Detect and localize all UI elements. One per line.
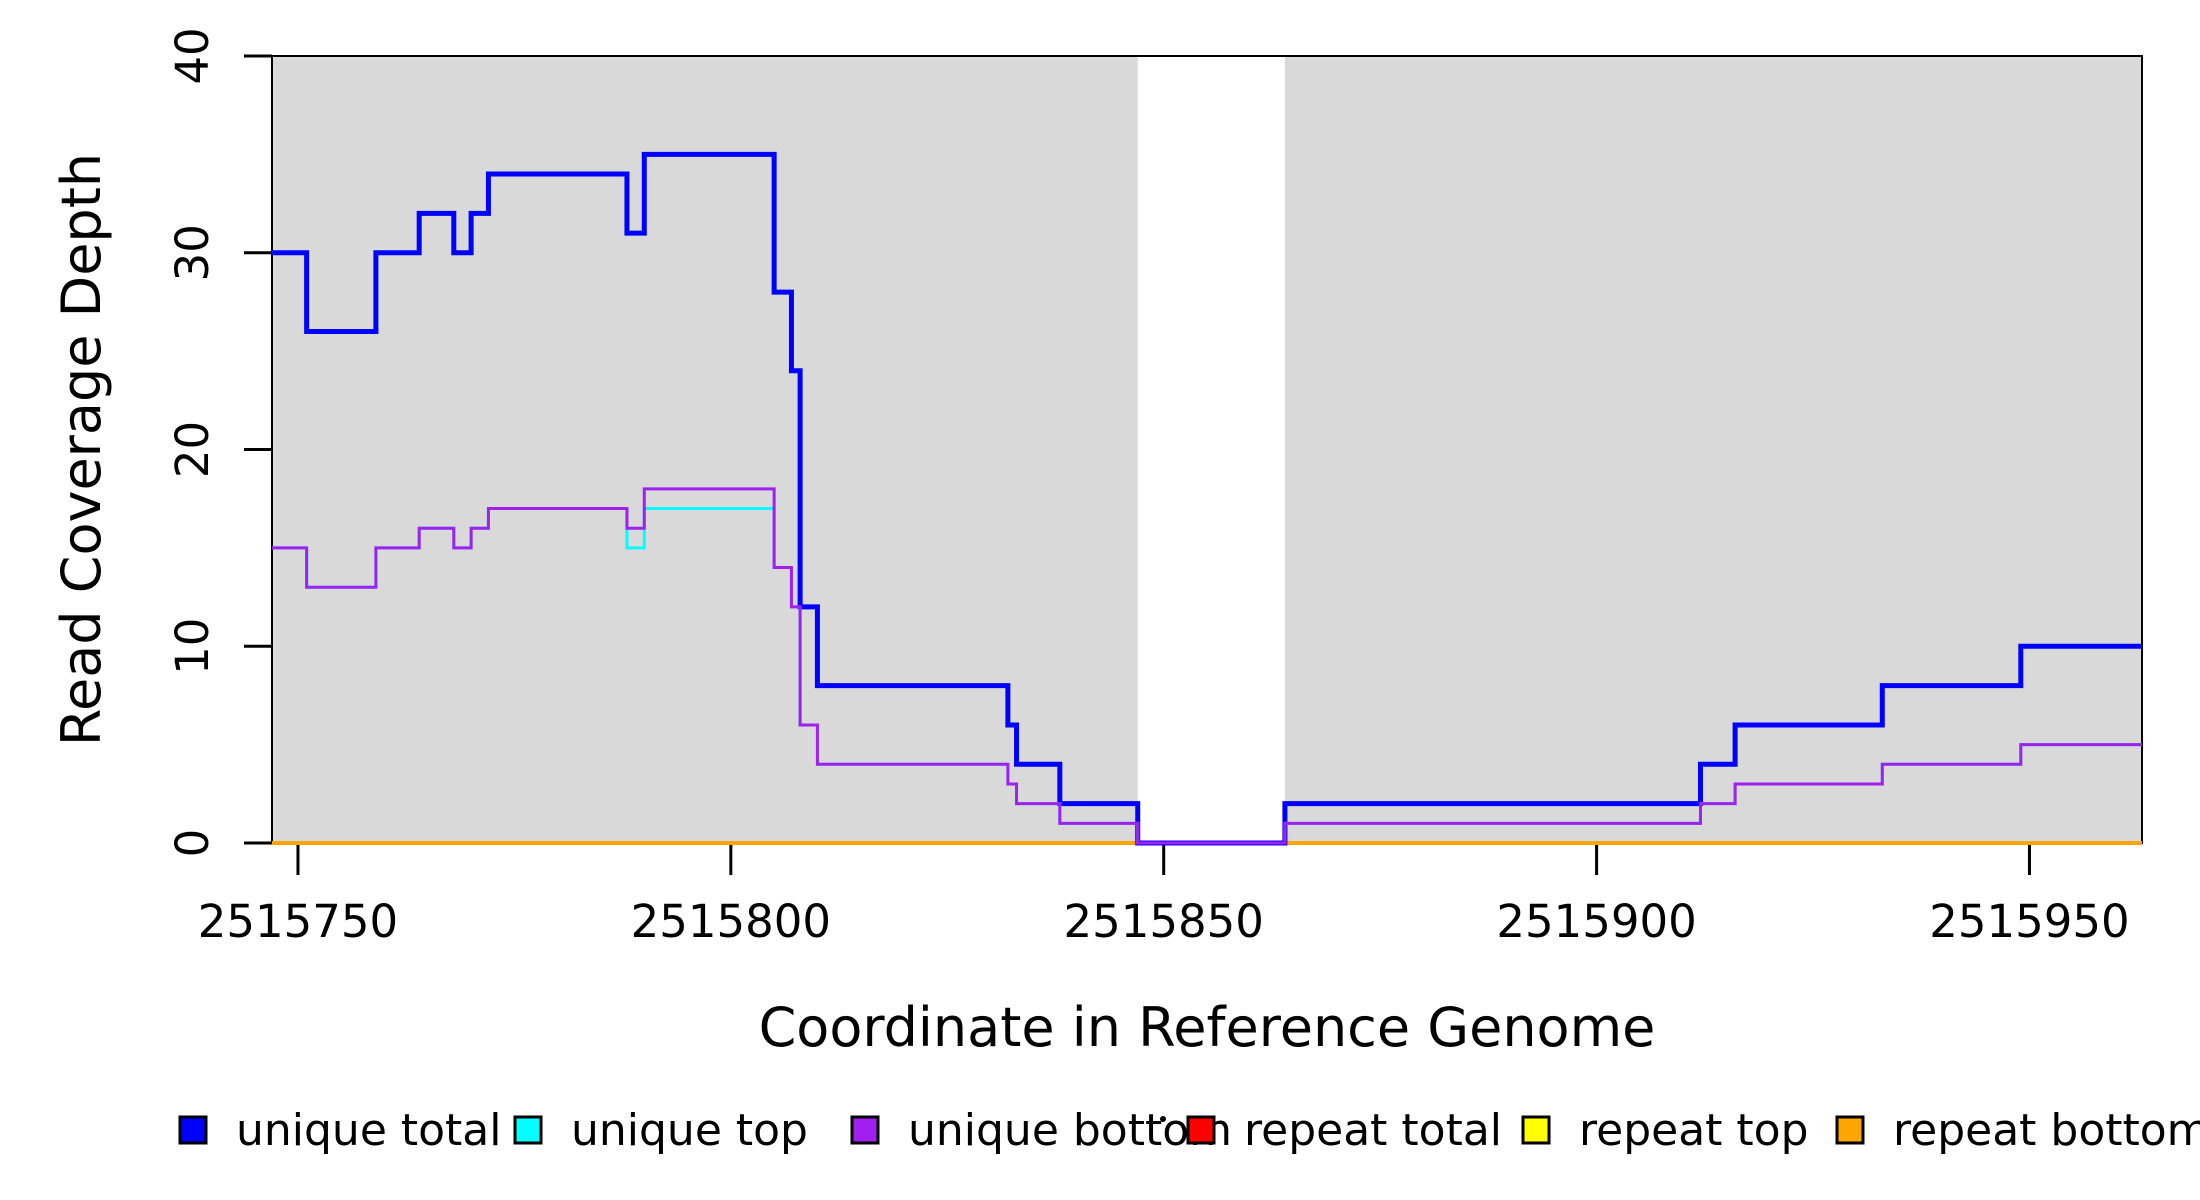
y-tick-label: 10 xyxy=(166,618,219,675)
legend-item-unique-bottom: unique bottom xyxy=(850,1105,1232,1156)
x-tick-label: 2515850 xyxy=(1064,895,1264,948)
legend-label: repeat top xyxy=(1579,1105,1809,1156)
legend-swatch xyxy=(1835,1115,1865,1145)
x-tick-label: 2515950 xyxy=(1929,895,2129,948)
y-tick-label: 20 xyxy=(166,421,219,478)
x-axis-title: Coordinate in Reference Genome xyxy=(759,996,1656,1059)
legend-swatch xyxy=(178,1115,208,1145)
y-tick-label: 30 xyxy=(166,224,219,281)
legend-item-repeat-top: repeat top xyxy=(1521,1105,1809,1156)
legend-item-repeat-bottom: repeat bottom xyxy=(1835,1105,2200,1156)
legend-swatch xyxy=(1186,1115,1216,1145)
x-tick-label: 2515800 xyxy=(631,895,831,948)
legend-item-unique-total: unique total xyxy=(178,1105,501,1156)
legend-item-unique-top: unique top xyxy=(513,1105,808,1156)
legend-stray-dot xyxy=(1160,1116,1166,1122)
legend-swatch xyxy=(513,1115,543,1145)
series-unique-total-line xyxy=(272,151,2142,846)
legend-label: repeat bottom xyxy=(1893,1105,2200,1156)
legend-swatch xyxy=(850,1115,880,1145)
x-tick-label: 2515900 xyxy=(1496,895,1696,948)
legend-label: unique bottom xyxy=(908,1105,1232,1156)
y-tick-label: 40 xyxy=(166,27,219,84)
shaded-region-1 xyxy=(1284,56,2142,843)
x-tick-label: 2515750 xyxy=(198,895,398,948)
legend-label: unique top xyxy=(571,1105,808,1156)
y-axis-title: Read Coverage Depth xyxy=(50,153,113,746)
legend-label: unique total xyxy=(236,1105,501,1156)
legend-item-repeat-total: repeat total xyxy=(1186,1105,1502,1156)
y-tick-label: 0 xyxy=(166,829,219,858)
legend-label: repeat total xyxy=(1244,1105,1502,1156)
shaded-region-0 xyxy=(272,56,1138,843)
legend-swatch xyxy=(1521,1115,1551,1145)
series-unique-bottom-line xyxy=(272,487,2142,845)
